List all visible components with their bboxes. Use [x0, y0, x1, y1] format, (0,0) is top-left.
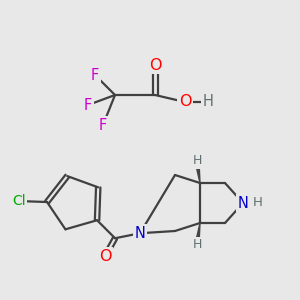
Text: H: H: [202, 94, 213, 110]
Text: F: F: [99, 118, 107, 133]
Text: O: O: [179, 94, 191, 110]
Text: O: O: [149, 58, 161, 73]
Text: H: H: [192, 154, 202, 167]
Text: F: F: [84, 98, 92, 112]
Polygon shape: [195, 161, 200, 183]
Text: F: F: [91, 68, 99, 82]
Text: N: N: [238, 196, 248, 211]
Text: O: O: [99, 249, 111, 264]
Text: H: H: [192, 238, 202, 251]
Text: Cl: Cl: [12, 194, 26, 208]
Text: H: H: [253, 196, 263, 209]
Polygon shape: [195, 223, 200, 245]
Text: N: N: [135, 226, 146, 241]
